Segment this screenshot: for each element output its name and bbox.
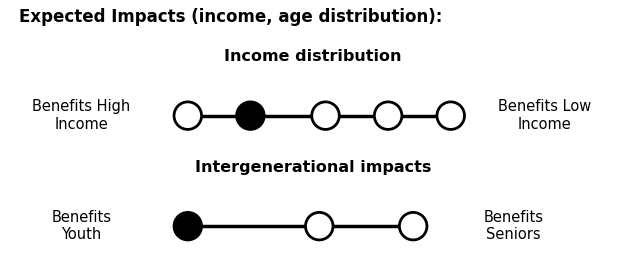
Text: Benefits Low
Income: Benefits Low Income (498, 99, 591, 132)
Ellipse shape (374, 102, 402, 130)
Ellipse shape (312, 102, 339, 130)
Text: Expected Impacts (income, age distribution):: Expected Impacts (income, age distributi… (19, 8, 442, 26)
Ellipse shape (174, 212, 202, 240)
Ellipse shape (305, 212, 333, 240)
Text: Benefits
Seniors: Benefits Seniors (483, 210, 543, 242)
Ellipse shape (437, 102, 464, 130)
Text: Intergenerational impacts: Intergenerational impacts (195, 160, 431, 175)
Text: Benefits High
Income: Benefits High Income (33, 99, 130, 132)
Text: Income distribution: Income distribution (224, 49, 402, 64)
Ellipse shape (237, 102, 264, 130)
Text: Benefits
Youth: Benefits Youth (51, 210, 111, 242)
Ellipse shape (174, 102, 202, 130)
Ellipse shape (399, 212, 427, 240)
